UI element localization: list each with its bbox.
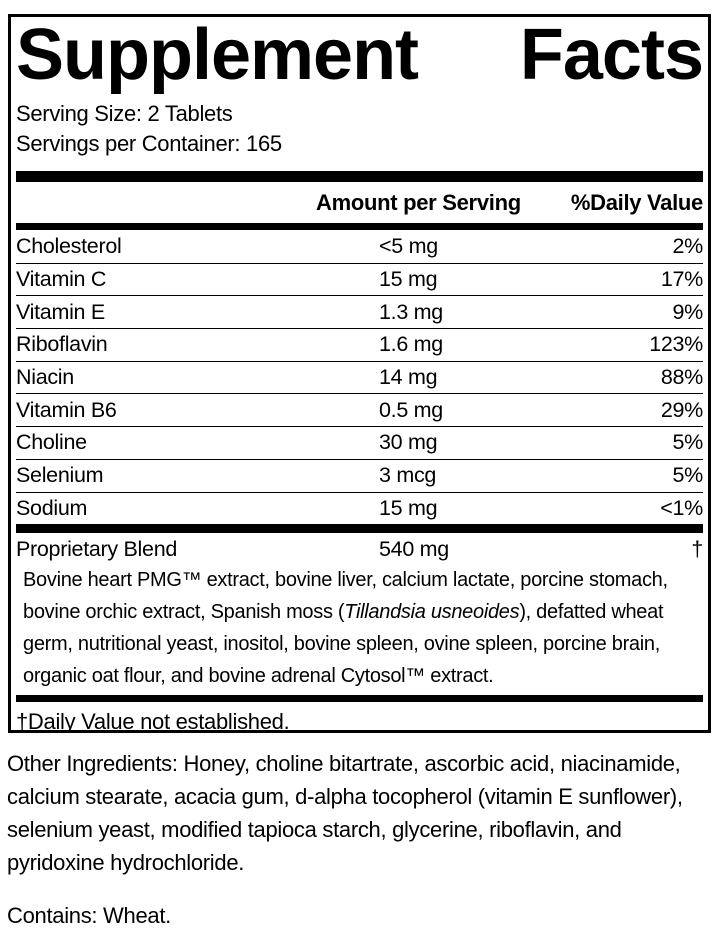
nutrient-name: Vitamin E [16, 299, 105, 324]
nutrient-name: Choline [16, 430, 87, 455]
nutrient-daily-value: 29% [660, 397, 703, 422]
divider-bar-above-blend [16, 524, 703, 534]
daily-value-header: %Daily Value [570, 190, 703, 215]
allergen-contains-line: Contains: Wheat. [7, 903, 171, 928]
nutrient-amount: 15 mg [379, 267, 438, 292]
amount-per-serving-header: Amount per Serving [316, 190, 521, 215]
table-row: Selenium 3 mcg 5% [16, 458, 704, 492]
nutrient-daily-value: <1% [660, 495, 703, 520]
divider-bar-under-header [16, 223, 703, 230]
panel-title-word-supplement: Supplement [16, 15, 419, 95]
column-header-row: Amount per Serving %Daily Value [16, 182, 703, 223]
table-row: Cholesterol <5 mg 2% [16, 230, 703, 263]
nutrient-amount: 30 mg [379, 430, 438, 455]
nutrient-daily-value: 9% [672, 299, 704, 324]
nutrient-name: Vitamin C [16, 267, 107, 292]
nutrient-name: Cholesterol [16, 233, 122, 258]
blend-description: Bovine heart PMG™ extract, bovine liver,… [16, 564, 703, 692]
blend-description-text-end: ), defatted wheat germ, nutritional yeas… [23, 601, 664, 688]
nutrient-amount: 15 mg [379, 495, 438, 520]
table-row: Vitamin E 1.3 mg 9% [16, 295, 703, 328]
blend-description-latin-name: Tillandsia usneoides [344, 601, 520, 624]
nutrient-amount: 14 mg [379, 365, 438, 390]
table-row: Vitamin C 15 mg 17% [16, 262, 703, 296]
nutrient-amount: 1.6 mg [379, 332, 443, 357]
nutrient-daily-value: 88% [660, 365, 703, 390]
nutrient-name: Riboflavin [16, 332, 108, 357]
nutrient-daily-value: 17% [660, 267, 703, 292]
table-row: Niacin 14 mg 88% [16, 360, 703, 394]
nutrient-name: Sodium [16, 495, 88, 520]
other-ingredients-paragraph: Other Ingredients: Honey, choline bitart… [7, 751, 683, 875]
nutrient-name: Selenium [16, 463, 104, 488]
page-number: 13 [7, 943, 714, 948]
table-row: Vitamin B6 0.5 mg 29% [16, 393, 703, 426]
nutrient-daily-value: 123% [649, 332, 703, 357]
proprietary-blend-name: Proprietary Blend [16, 536, 178, 561]
supplement-facts-panel: Supplement Facts Serving Size: 2 Tablets… [8, 14, 711, 733]
proprietary-blend-amount: 540 mg [379, 536, 449, 561]
nutrient-daily-value: 5% [672, 430, 704, 455]
table-row: Sodium 15 mg <1% [16, 491, 703, 525]
proprietary-blend-dagger: † [691, 536, 703, 561]
blend-description-text-start: Bovine heart PMG™ extract, bovine liver,… [23, 569, 668, 624]
below-panel-section: Other Ingredients: Honey, choline bitart… [7, 747, 714, 948]
nutrient-amount: 1.3 mg [379, 299, 443, 324]
serving-size-line: Serving Size: 2 Tablets [16, 101, 233, 126]
table-row: Riboflavin 1.6 mg 123% [16, 328, 703, 361]
divider-bar-heavy-top [16, 171, 703, 182]
proprietary-blend-row: Proprietary Blend 540 mg † [16, 534, 703, 564]
nutrient-name: Vitamin B6 [16, 397, 117, 422]
nutrient-daily-value: 5% [672, 463, 704, 488]
nutrient-table: Cholesterol <5 mg 2% Vitamin C 15 mg 17%… [16, 230, 703, 524]
nutrient-daily-value: 2% [672, 233, 704, 258]
servings-per-container-line: Servings per Container: 165 [16, 131, 282, 156]
nutrient-amount: <5 mg [379, 233, 438, 258]
panel-title-word-facts: Facts [519, 15, 704, 95]
nutrient-name: Niacin [16, 365, 74, 390]
table-row: Choline 30 mg 5% [16, 426, 703, 459]
daily-value-footnote: †Daily Value not established. [16, 709, 290, 733]
divider-bar-above-footnote [16, 695, 703, 703]
nutrient-amount: 0.5 mg [379, 397, 443, 422]
nutrient-amount: 3 mcg [379, 463, 437, 488]
panel-title: Supplement Facts [16, 15, 704, 95]
